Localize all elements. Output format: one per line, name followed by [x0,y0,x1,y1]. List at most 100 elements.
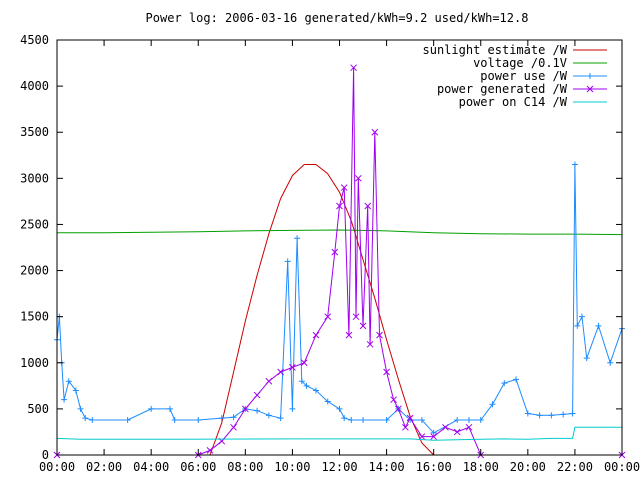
x-tick-label: 22:00 [557,460,593,474]
legend-label-power_use: power use /W [480,69,567,83]
plot-area [53,64,626,459]
data-point-x [359,322,367,330]
data-point-x [331,248,339,256]
data-point-plus [595,322,602,329]
series-c14 [56,426,622,441]
data-point-plus [571,161,578,168]
x-tick-label: 12:00 [321,460,357,474]
data-point-plus [583,355,590,362]
series-voltage [57,229,623,236]
data-point-plus [277,415,284,422]
data-point-x [277,368,284,376]
y-tick-label: 1500 [20,310,49,324]
data-point-x [402,423,409,431]
x-tick-label: 04:00 [133,460,169,474]
legend-label-c14: power on C14 /W [459,95,568,109]
data-point-plus [489,401,496,408]
x-tick-label: 08:00 [227,460,263,474]
data-point-plus [578,313,585,320]
data-point-plus [284,258,291,265]
data-point-plus [218,415,225,422]
y-tick-label: 3000 [20,171,49,185]
data-point-plus [477,416,484,423]
data-point-plus [254,407,261,414]
data-point-plus [336,405,343,412]
data-point-x [265,377,273,385]
data-point-x [376,331,383,339]
x-tick-label: 18:00 [463,460,499,474]
x-tick-label: 16:00 [416,460,452,474]
data-point-plus [324,398,331,405]
data-point-plus [536,412,543,419]
data-point-x [430,433,438,440]
x-tick-label: 00:00 [39,460,75,474]
data-point-plus [383,416,390,423]
y-tick-label: 4500 [20,33,49,47]
data-point-plus [454,416,461,423]
data-point-x [383,368,390,376]
data-point-plus [360,416,367,423]
data-point-plus [569,410,576,417]
data-point-plus [82,415,89,422]
x-tick-label: 20:00 [510,460,546,474]
data-point-plus [430,429,437,436]
data-point-x [442,423,449,431]
chart-title: Power log: 2006-03-16 generated/kWh=9.2 … [146,11,529,25]
y-tick-label: 2500 [20,217,49,231]
data-point-x [241,405,249,413]
series-line-power_generated [57,67,622,456]
data-point-x [453,428,461,436]
x-tick-label: 00:00 [604,460,640,474]
data-point-plus [560,411,567,418]
y-tick-label: 3500 [20,125,49,139]
data-point-plus [171,416,178,423]
data-point-plus [418,416,425,423]
data-point-plus [341,415,348,422]
data-point-plus [524,410,531,417]
data-point-x [371,128,379,136]
legend-marker-plus [587,73,593,79]
data-point-plus [298,378,305,385]
data-point-plus [513,376,520,383]
data-point-plus [148,405,155,412]
data-point-plus [607,359,614,366]
data-point-plus [89,416,96,423]
data-point-plus [61,396,68,403]
data-point-plus [548,412,555,419]
data-point-x [340,184,348,191]
legend-label-sunlight: sunlight estimate /W [423,43,568,57]
data-point-x [352,313,360,321]
data-point-plus [348,416,355,423]
x-tick-label: 02:00 [86,460,122,474]
data-point-x [289,364,296,371]
series-sunlight [209,164,435,456]
data-point-x [366,340,374,348]
series-power_use [54,161,625,436]
data-point-x [230,423,237,431]
data-point-plus [124,416,131,423]
series-line-voltage [57,229,623,236]
data-point-x [336,202,343,210]
data-point-plus [574,322,581,329]
data-point-x [390,396,397,404]
data-point-plus [77,405,84,412]
data-point-plus [195,416,202,423]
data-point-x [354,174,362,182]
data-point-x [406,414,414,422]
data-point-plus [72,387,79,394]
y-tick-label: 1000 [20,356,49,370]
data-point-plus [465,416,472,423]
y-tick-label: 0 [42,448,49,462]
series-power_generated [53,64,626,459]
data-point-x [395,405,402,413]
data-point-x [253,391,261,399]
legend-label-power_generated: power generated /W [437,82,568,96]
data-point-x [312,331,320,339]
series-line-c14 [56,426,622,441]
data-point-plus [312,387,319,394]
x-tick-label: 06:00 [180,460,216,474]
x-tick-label: 10:00 [274,460,310,474]
data-point-x [345,331,353,339]
